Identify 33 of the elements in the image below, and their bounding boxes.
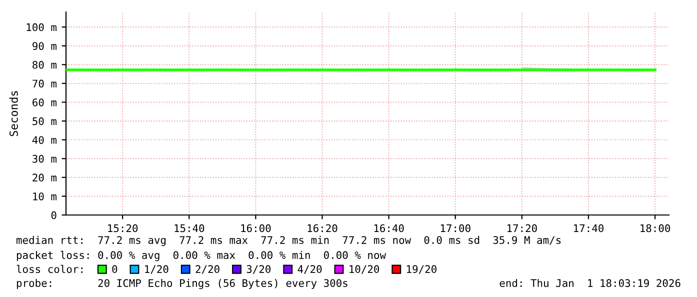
legend-label: 4/20 — [298, 265, 322, 274]
y-tick-label: 40 m — [32, 136, 56, 144]
x-tick-label: 16:00 — [241, 224, 271, 232]
x-tick-label: 17:40 — [574, 224, 604, 232]
x-tick-label: 17:00 — [440, 224, 470, 232]
legend-label: 3/20 — [246, 265, 271, 274]
legend-title: loss color: — [16, 264, 82, 274]
legend-label: 19/20 — [407, 265, 436, 274]
y-tick-label: 30 m — [32, 154, 56, 163]
legend-label: 0 — [112, 265, 118, 274]
legend-label: 1/20 — [145, 265, 168, 274]
y-tick-label: 50 m — [32, 117, 56, 126]
x-tick-label: 15:40 — [174, 224, 204, 232]
x-tick-label: 18:00 — [640, 224, 670, 232]
y-axis-title: Seconds — [9, 91, 18, 136]
text: packet loss: 0.00 % avg 0.00 % max 0.00 % min 0.00 % now — [16, 250, 386, 262]
text: end: Thu Jan 1 18:03:19 2026 — [500, 278, 680, 288]
text: probe: 20 ICMP Echo Pings (56 Bytes) every 300s — [16, 278, 348, 290]
text: median rtt: 77.2 ms avg 77.2 ms max 77.2 ms min 77.2 ms now 0.0 ms sd 35.9 M am/s — [16, 236, 561, 246]
x-tick-label: 15:20 — [108, 224, 138, 232]
x-tick-label: 16:40 — [374, 224, 404, 232]
y-tick-label: 100 m — [26, 23, 56, 32]
legend-label: 2/20 — [196, 265, 220, 274]
y-tick-label: 10 m — [33, 192, 56, 200]
y-tick-label: 60 m — [32, 98, 56, 106]
x-tick-label: 17:20 — [507, 224, 537, 232]
x-tick-label: 16:20 — [308, 224, 338, 232]
y-tick-label: 0 — [51, 211, 56, 220]
y-tick-label: 90 m — [32, 42, 56, 50]
y-tick-label: 70 m — [32, 80, 56, 88]
y-tick-label: 20 m — [32, 174, 56, 182]
legend-label: 10/20 — [350, 265, 380, 274]
y-tick-label: 80 m — [32, 60, 56, 69]
